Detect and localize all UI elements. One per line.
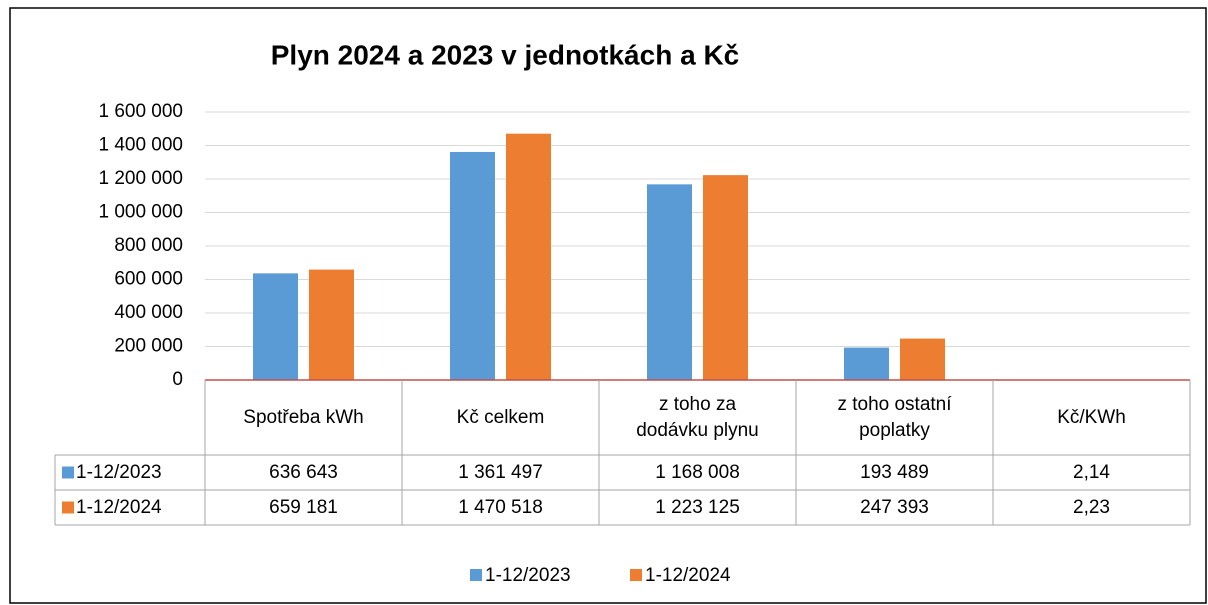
y-tick-label: 1 600 000 (98, 101, 183, 122)
y-tick-label: 600 000 (114, 269, 183, 290)
table-value: 1 361 497 (458, 461, 543, 483)
bar (309, 269, 354, 380)
legend-label: 1-12/2024 (645, 565, 731, 586)
y-tick-label: 0 (172, 369, 183, 390)
category-label: z toho za dodávku plynu (636, 393, 759, 441)
bar (506, 133, 551, 380)
y-tick-label: 1 200 000 (98, 168, 183, 189)
y-tick-label: 800 000 (114, 235, 183, 256)
category-label: Kč/KWh (1057, 406, 1126, 428)
bar (844, 347, 889, 380)
series-label: 1-12/2023 (76, 461, 162, 483)
legend-key (630, 569, 642, 581)
table-value: 193 489 (860, 461, 929, 483)
legend-label: 1-12/2023 (485, 565, 571, 586)
table-value: 1 168 008 (655, 461, 740, 483)
chart-title: Plyn 2024 a 2023 v jednotkách a Kč (271, 39, 739, 70)
category-label: Kč celkem (456, 406, 545, 428)
bar (450, 151, 495, 380)
bar (703, 175, 748, 380)
series-label: 1-12/2024 (76, 496, 162, 518)
y-tick-label: 1 400 000 (98, 135, 183, 156)
table-value: 1 223 125 (655, 496, 740, 518)
bar (900, 338, 945, 380)
legend-key (62, 501, 74, 514)
table-value: 659 181 (269, 496, 338, 518)
table-value: 2,23 (1073, 496, 1110, 518)
legend-key (470, 569, 482, 581)
legend-key (62, 466, 74, 479)
category-label: Spotřeba kWh (243, 406, 364, 428)
table-value: 2,14 (1073, 461, 1110, 483)
table-value: 247 393 (860, 496, 929, 518)
y-tick-label: 400 000 (114, 302, 183, 323)
bar (647, 184, 692, 380)
y-tick-label: 200 000 (114, 336, 183, 357)
bar (253, 273, 298, 380)
y-tick-label: 1 000 000 (98, 202, 183, 223)
chart-border (9, 7, 1207, 604)
table-value: 1 470 518 (458, 496, 543, 518)
table-value: 636 643 (269, 461, 338, 483)
category-label: z toho ostatní poplatky (837, 393, 952, 441)
